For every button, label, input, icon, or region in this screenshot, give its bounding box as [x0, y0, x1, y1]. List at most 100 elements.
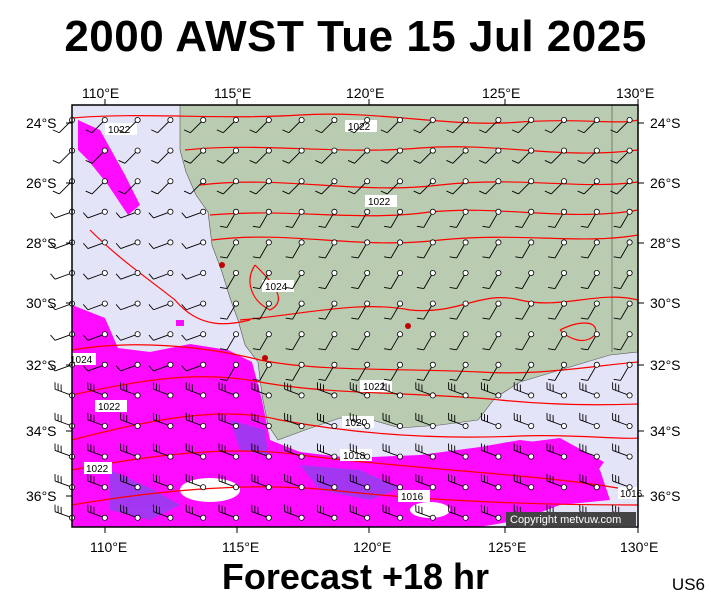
wind-barb: [448, 412, 469, 429]
wind-barb: [380, 178, 403, 195]
wind-barb: [148, 269, 174, 280]
wind-barb: [347, 178, 371, 195]
wind-barb: [446, 147, 469, 164]
wind-barb: [251, 504, 272, 521]
wind-barb: [511, 178, 535, 195]
wind-barb: [515, 331, 535, 351]
wind-barb: [251, 382, 272, 399]
wind-barb: [480, 474, 502, 491]
wind-barb: [318, 239, 338, 259]
wind-barb: [384, 300, 403, 320]
wind-barb: [285, 300, 305, 320]
wind-barb: [546, 412, 568, 429]
wind-barb: [218, 412, 239, 429]
wind-barb: [449, 331, 469, 351]
wind-barb: [579, 382, 600, 399]
wind-barb: [351, 331, 371, 351]
wind-barb: [220, 361, 239, 381]
wind-barb: [115, 269, 141, 280]
wind-barb: [513, 412, 535, 429]
isobar-label: 1018: [343, 451, 366, 462]
wind-barb: [50, 269, 76, 280]
wind-barb: [548, 269, 568, 290]
wind-barb: [252, 300, 272, 320]
wind-barb: [118, 178, 141, 195]
wind-barb: [380, 147, 403, 164]
wind-barb: [613, 208, 633, 228]
isobar-label: 1016: [401, 492, 424, 503]
wind-barb: [318, 269, 338, 290]
lat-label: 30°S: [26, 295, 57, 311]
wind-barb: [449, 239, 469, 259]
wind-barb: [380, 117, 403, 134]
wind-barb: [282, 117, 305, 134]
wind-barb: [416, 361, 436, 381]
wind-barb: [185, 443, 207, 460]
wind-barb: [613, 269, 633, 290]
wind-barb: [546, 443, 568, 460]
wind-barb: [118, 147, 141, 164]
wind-barb: [449, 208, 469, 228]
wind-barb: [82, 300, 108, 311]
lon-label: 120°E: [353, 539, 391, 555]
wind-barb: [181, 208, 207, 219]
wind-barb: [612, 382, 633, 399]
wind-barbs: [50, 117, 633, 521]
wind-barb: [580, 300, 600, 320]
wind-barb: [218, 504, 239, 521]
wind-barb: [183, 178, 207, 195]
wind-barb: [151, 117, 174, 134]
wind-barb: [181, 331, 207, 341]
wind-barb: [351, 239, 371, 259]
wind-barb: [220, 239, 239, 259]
wind-barb: [416, 300, 436, 320]
wind-barb: [120, 443, 141, 460]
wind-barb: [115, 331, 141, 341]
lon-label: 130°E: [616, 85, 654, 101]
wind-barb: [482, 208, 502, 228]
wind-barb: [413, 117, 436, 134]
wind-barb: [482, 331, 502, 351]
wind-barb: [216, 147, 239, 164]
lon-label: 110°E: [82, 85, 119, 101]
wind-barb: [479, 117, 502, 134]
wind-barb: [87, 382, 108, 399]
wind-barb: [480, 412, 502, 429]
frame-ticks: [66, 99, 644, 533]
lat-label: 30°S: [650, 295, 681, 311]
wind-barb: [183, 147, 207, 164]
wind-barb: [152, 443, 174, 460]
wind-barb: [449, 361, 469, 381]
wind-barb: [351, 208, 371, 228]
wind-barb: [513, 382, 535, 399]
lon-labels-bottom: 110°E 115°E 120°E 125°E 130°E: [90, 539, 658, 555]
map-frame: [71, 104, 639, 528]
wind-barb: [87, 504, 108, 521]
wind-barb: [544, 147, 568, 164]
lat-label: 26°S: [650, 175, 681, 191]
wind-barb: [282, 147, 305, 164]
wind-barb: [351, 361, 371, 381]
lon-label: 110°E: [90, 539, 127, 555]
wind-barb: [579, 443, 600, 460]
wind-barb: [446, 178, 469, 195]
wind-barb: [384, 361, 403, 381]
wind-barb: [416, 208, 436, 228]
wind-barb: [415, 382, 436, 399]
lat-labels-right: 24°S 26°S 28°S 30°S 32°S 34°S 36°S: [650, 115, 681, 504]
wind-barb: [249, 147, 272, 164]
wind-barb: [384, 331, 403, 351]
wind-barb: [448, 382, 469, 399]
wind-barb: [181, 300, 207, 311]
wind-barb: [613, 331, 633, 351]
wind-barb: [415, 443, 436, 460]
wind-barb: [115, 361, 141, 372]
wind-barb: [152, 412, 174, 429]
wind-barb: [349, 474, 371, 491]
wind-barb: [480, 504, 502, 521]
wind-barb: [50, 208, 76, 219]
wind-barb: [316, 474, 338, 491]
wind-barb: [252, 331, 272, 351]
wind-barb: [577, 178, 600, 195]
wind-barb: [382, 474, 403, 491]
